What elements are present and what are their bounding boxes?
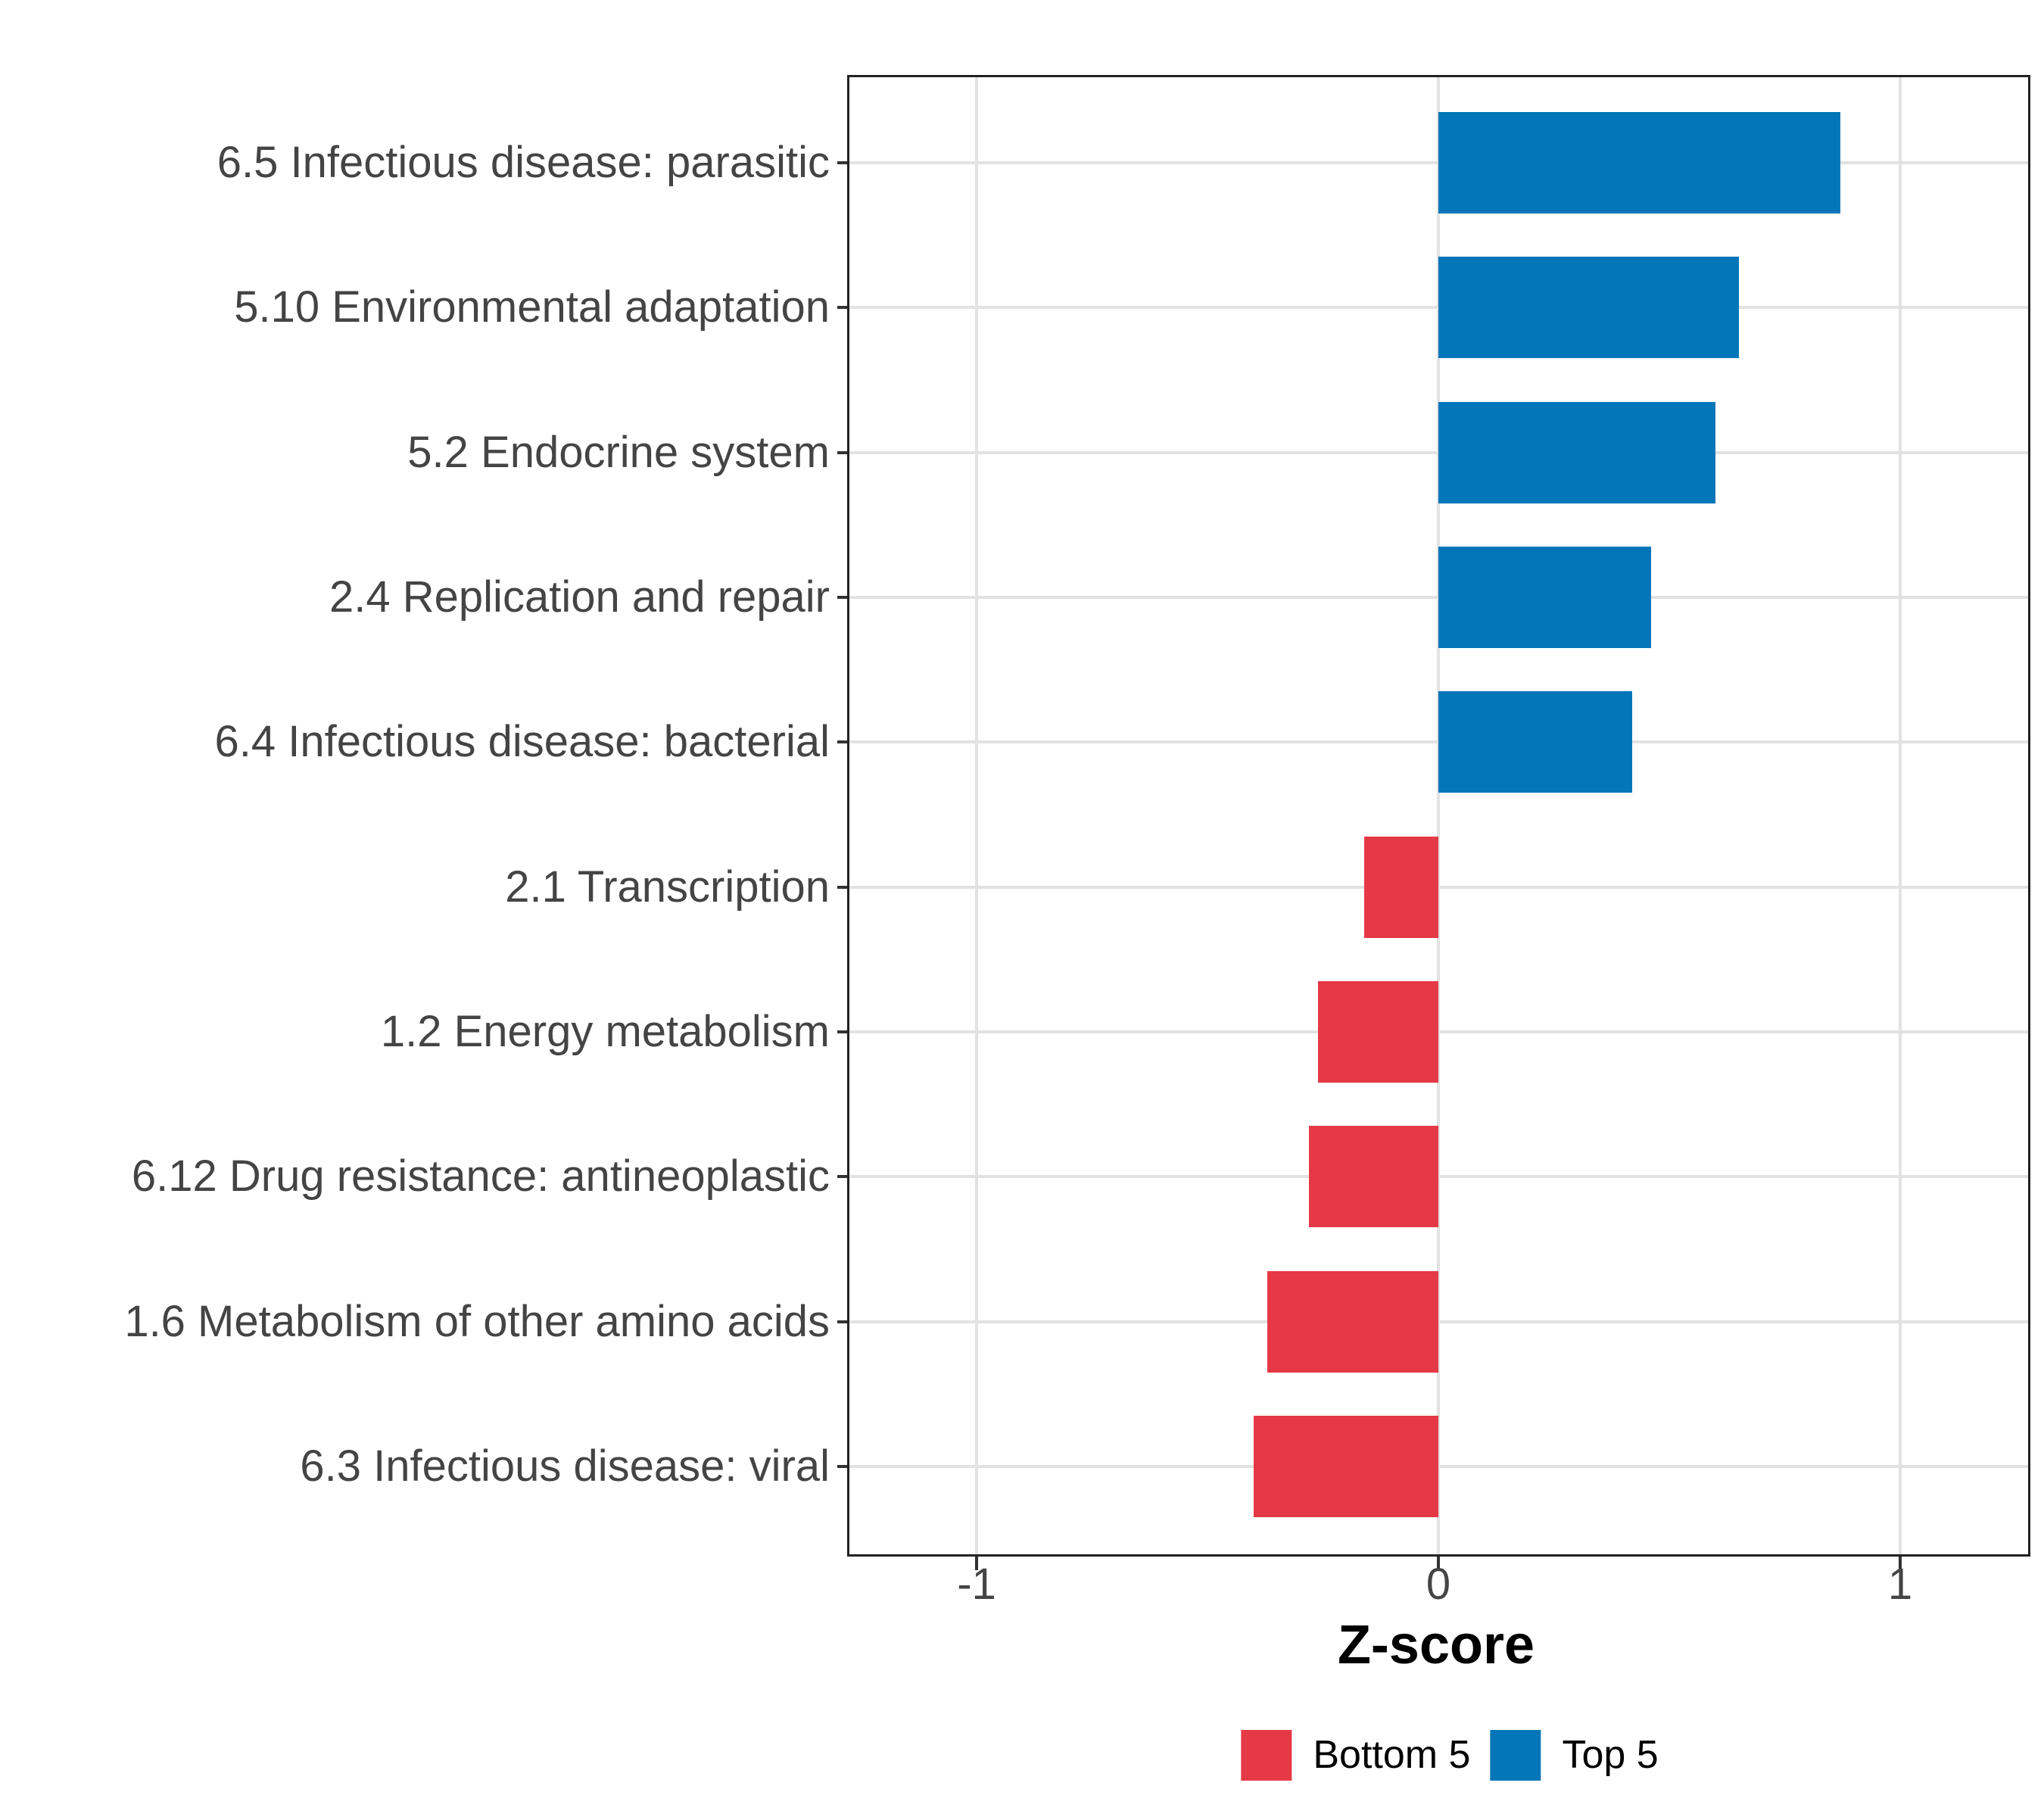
gridline-y-row-8 bbox=[849, 1175, 2028, 1179]
gridline-x--1 bbox=[975, 77, 978, 1554]
bar-5 bbox=[1438, 691, 1633, 793]
x-tick-1 bbox=[1899, 1557, 1902, 1570]
bar-2 bbox=[1438, 257, 1739, 359]
y-axis-label-row-7: 1.2 Energy metabolism bbox=[380, 1006, 830, 1056]
bar-1 bbox=[1438, 112, 1840, 213]
bar-6 bbox=[1364, 836, 1438, 938]
y-axis-label-row-10: 6.3 Infectious disease: viral bbox=[300, 1441, 830, 1491]
y-axis-label-row-4: 2.4 Replication and repair bbox=[329, 572, 830, 622]
y-axis-label-row-5: 6.4 Infectious disease: bacterial bbox=[214, 717, 830, 767]
legend-key-top5 bbox=[1490, 1730, 1541, 1781]
bar-4 bbox=[1438, 546, 1651, 648]
y-axis-label-row-3: 5.2 Endocrine system bbox=[407, 427, 830, 477]
y-tick-row-7 bbox=[837, 1030, 847, 1033]
legend-label-top5: Top 5 bbox=[1562, 1733, 1659, 1777]
y-tick-row-2 bbox=[837, 306, 847, 310]
x-tick-label--1: -1 bbox=[957, 1560, 996, 1609]
gridline-x-0 bbox=[1437, 77, 1440, 1554]
y-axis-label-row-8: 6.12 Drug resistance: antineoplastic bbox=[131, 1152, 830, 1201]
bar-10 bbox=[1254, 1415, 1438, 1517]
x-tick-label-1: 1 bbox=[1887, 1560, 1913, 1609]
plot-panel bbox=[847, 75, 2030, 1557]
y-tick-row-8 bbox=[837, 1175, 847, 1179]
bar-7 bbox=[1318, 980, 1438, 1083]
y-axis-label-row-9: 1.6 Metabolism of other amino acids bbox=[124, 1296, 830, 1346]
x-tick-0 bbox=[1437, 1557, 1440, 1570]
gridline-y-row-6 bbox=[849, 885, 2028, 889]
x-axis-title: Z-score bbox=[1337, 1615, 1535, 1675]
y-tick-row-5 bbox=[837, 740, 847, 744]
y-tick-row-3 bbox=[837, 450, 847, 454]
legend-label-bottom5: Bottom 5 bbox=[1313, 1733, 1471, 1777]
bar-9 bbox=[1267, 1270, 1438, 1373]
y-tick-row-1 bbox=[837, 161, 847, 164]
legend: Bottom 5 Top 5 bbox=[1241, 1730, 1659, 1781]
y-axis-label-row-2: 5.10 Environmental adaptation bbox=[234, 282, 830, 332]
x-tick-label-0: 0 bbox=[1426, 1560, 1451, 1609]
gridline-y-row-10 bbox=[849, 1464, 2028, 1468]
gridline-x-1 bbox=[1899, 77, 1902, 1554]
legend-key-bottom5 bbox=[1241, 1730, 1292, 1781]
y-axis-label-row-6: 2.1 Transcription bbox=[505, 862, 830, 912]
y-axis-label-row-1: 6.5 Infectious disease: parasitic bbox=[217, 138, 830, 187]
y-tick-row-10 bbox=[837, 1464, 847, 1468]
x-tick--1 bbox=[975, 1557, 978, 1570]
gridline-y-row-9 bbox=[849, 1320, 2028, 1323]
legend-entry-bottom5: Bottom 5 bbox=[1241, 1730, 1470, 1781]
gridline-y-row-7 bbox=[849, 1030, 2028, 1033]
y-tick-row-9 bbox=[837, 1320, 847, 1323]
legend-entry-top5: Top 5 bbox=[1490, 1730, 1659, 1781]
bar-3 bbox=[1438, 401, 1715, 503]
y-tick-row-4 bbox=[837, 595, 847, 599]
bar-8 bbox=[1309, 1126, 1438, 1228]
y-tick-row-6 bbox=[837, 885, 847, 889]
